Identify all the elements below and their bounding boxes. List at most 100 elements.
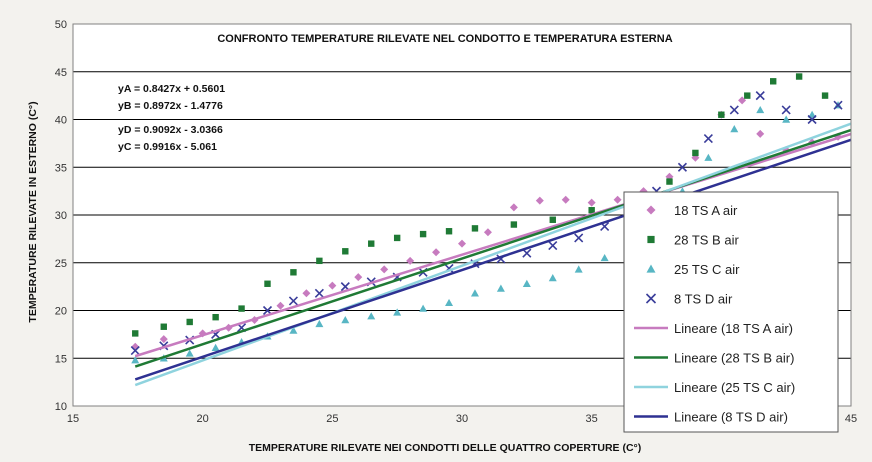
data-point bbox=[159, 335, 168, 344]
legend-label: Lineare (28 TS B air) bbox=[674, 351, 794, 366]
data-point bbox=[833, 100, 843, 110]
data-point bbox=[354, 273, 363, 282]
data-point bbox=[510, 221, 518, 228]
legend-marker bbox=[646, 205, 656, 215]
data-point bbox=[470, 289, 479, 297]
data-point bbox=[781, 105, 791, 115]
y-tick-label: 10 bbox=[55, 401, 67, 413]
data-point bbox=[212, 313, 219, 321]
trendline bbox=[134, 132, 852, 358]
data-point bbox=[600, 253, 609, 262]
x-tick-label: 15 bbox=[67, 413, 79, 425]
data-point bbox=[718, 111, 725, 118]
legend-label: 18 TS A air bbox=[674, 203, 738, 218]
data-point bbox=[131, 356, 140, 364]
data-point bbox=[548, 274, 557, 282]
data-point bbox=[574, 233, 584, 243]
trendlines bbox=[134, 122, 852, 387]
grid bbox=[73, 71, 851, 359]
data-point bbox=[808, 110, 817, 118]
data-point bbox=[703, 134, 713, 144]
data-point bbox=[756, 105, 765, 114]
legend: 18 TS A air 28 TS B air 25 TS C air 8 TS D … bbox=[623, 191, 839, 433]
y-tick-label: 30 bbox=[55, 210, 67, 222]
y-tick-label: 45 bbox=[55, 67, 67, 79]
data-point bbox=[755, 91, 765, 101]
data-point bbox=[393, 308, 402, 316]
legend-label: Lineare (25 TS C air) bbox=[674, 380, 795, 395]
data-point bbox=[522, 279, 531, 287]
trendline bbox=[134, 138, 852, 381]
data-point bbox=[445, 298, 454, 307]
data-point bbox=[496, 284, 505, 292]
data-point bbox=[782, 115, 791, 123]
equation-c: yC = 0.9916x - 5.061 bbox=[118, 141, 217, 153]
data-point bbox=[821, 92, 829, 99]
data-point bbox=[770, 78, 777, 85]
data-point bbox=[795, 73, 803, 80]
legend-label: 25 TS C air bbox=[674, 262, 740, 277]
data-point bbox=[186, 318, 193, 326]
equation-d: yD = 0.9092x - 3.0366 bbox=[118, 124, 223, 136]
data-point bbox=[756, 129, 765, 138]
data-point bbox=[419, 304, 428, 312]
x-tick-label: 45 bbox=[845, 413, 857, 425]
y-tick-label: 15 bbox=[55, 353, 67, 365]
data-point bbox=[393, 234, 401, 242]
data-point bbox=[132, 330, 139, 337]
data-point bbox=[302, 289, 311, 298]
data-point bbox=[744, 92, 751, 99]
y-tick-label: 25 bbox=[55, 258, 67, 270]
data-point bbox=[549, 216, 556, 223]
data-point bbox=[368, 240, 375, 247]
data-point bbox=[522, 248, 532, 258]
equation-a: yA = 0.8427x + 0.5601 bbox=[118, 83, 225, 95]
data-point bbox=[276, 301, 285, 310]
data-point bbox=[666, 178, 673, 185]
data-point bbox=[535, 196, 544, 205]
y-tick-label: 20 bbox=[55, 306, 67, 318]
data-point bbox=[314, 288, 324, 298]
legend-label: Lineare (18 TS A air) bbox=[674, 321, 793, 336]
legend-label: 28 TS B air bbox=[674, 233, 739, 248]
x-tick-label: 30 bbox=[456, 413, 468, 425]
data-point bbox=[677, 162, 687, 172]
data-point bbox=[807, 114, 817, 125]
data-point bbox=[588, 207, 595, 214]
data-point bbox=[160, 323, 167, 330]
legend-box bbox=[623, 191, 839, 433]
data-point bbox=[380, 265, 389, 274]
data-point bbox=[458, 239, 466, 248]
trendline bbox=[134, 122, 852, 387]
data-point bbox=[341, 316, 350, 324]
data-point bbox=[483, 228, 492, 237]
trendline bbox=[134, 128, 852, 368]
data-point bbox=[367, 312, 376, 320]
data-point bbox=[406, 256, 415, 265]
data-point bbox=[445, 228, 453, 235]
chart-title: CONFRONTO TEMPERATURE RILEVATE NEL CONDO… bbox=[217, 33, 672, 45]
data-point bbox=[561, 195, 570, 204]
data-point bbox=[315, 319, 324, 328]
y-tick-label: 40 bbox=[55, 115, 67, 127]
data-point bbox=[730, 125, 739, 133]
x-axis-label: TEMPERATURE RILEVATE NEI CONDOTTI DELLE … bbox=[249, 442, 642, 454]
data-point bbox=[613, 195, 622, 204]
data-point bbox=[419, 230, 427, 238]
data-point bbox=[288, 296, 298, 306]
data-point bbox=[316, 257, 323, 265]
data-point bbox=[290, 269, 297, 276]
legend-marker bbox=[646, 264, 656, 273]
data-point bbox=[587, 198, 596, 207]
x-tick-label: 25 bbox=[326, 413, 338, 425]
legend-marker bbox=[645, 293, 657, 304]
data-point bbox=[130, 346, 140, 356]
y-tick-label: 35 bbox=[55, 162, 67, 174]
y-tick-label: 50 bbox=[55, 19, 67, 31]
plot-border bbox=[72, 23, 852, 407]
data-point bbox=[704, 153, 713, 161]
data-point bbox=[471, 225, 479, 232]
legend-label: 8 TS D air bbox=[674, 292, 733, 307]
